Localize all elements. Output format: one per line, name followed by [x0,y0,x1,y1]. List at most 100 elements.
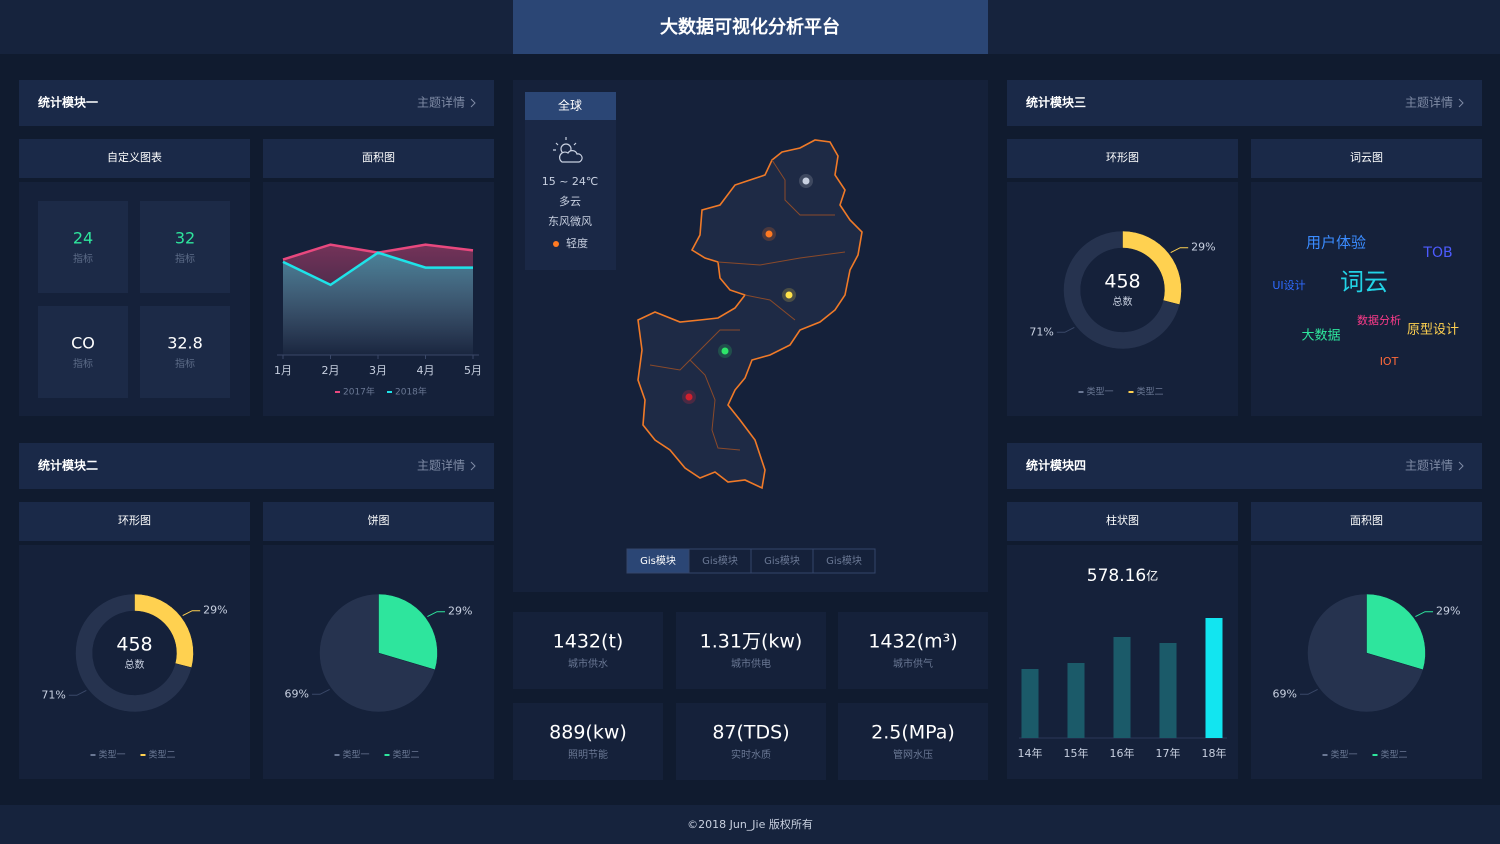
legend-label: 类型一 [343,749,370,761]
module-header [1007,80,1482,126]
center-label: 总数 [1113,295,1133,308]
slice [1063,230,1180,350]
module-header [19,80,494,126]
gis-tab[interactable] [812,548,876,574]
panel-title: 环形图 [118,514,151,527]
word: 用户体验 [1306,234,1366,252]
panel-header [263,139,494,178]
map-dot [721,347,729,355]
module-link[interactable]: 主题详情 [1405,458,1453,473]
indicator-value: 32.8 [167,334,203,353]
map-dot [802,177,810,185]
gis-tab[interactable] [750,548,814,574]
word: 原型设计 [1407,323,1459,338]
panel-header [1251,139,1482,178]
chevron [470,98,476,108]
weather-temp: 15 ~ 24℃ [542,175,599,188]
map-dot [785,291,793,299]
stat-value: 1.31万(kw) [700,631,803,653]
stat-value: 87(TDS) [712,722,789,744]
weather-sky: 多云 [559,194,581,208]
panel-header [19,139,250,178]
slice-label: 29% [448,605,472,618]
x-tick-label: 17年 [1156,746,1181,760]
indicator-label: 指标 [175,357,195,370]
stat-box [838,612,988,689]
slice-label: 71% [41,688,65,701]
module-title: 统计模块四 [1026,458,1086,473]
legend-label: 类型二 [1381,749,1408,761]
legend-label: 类型二 [1137,386,1164,398]
slice [1366,593,1426,671]
stat-label: 城市供电 [731,657,771,670]
module-link[interactable]: 主题详情 [417,458,465,473]
legend-label: 类型一 [1331,749,1358,761]
bar [1021,669,1039,738]
slice [1307,593,1424,713]
module-link[interactable]: 主题详情 [1405,95,1453,110]
module-link[interactable]: 主题详情 [417,95,465,110]
weather-box [525,92,616,270]
indicator-box [140,201,230,293]
stat-label: 管网水压 [893,748,933,761]
stat-value: 1432(t) [553,631,624,653]
area-line [282,251,473,287]
slice-label: 69% [285,687,309,700]
panel-header [1007,139,1238,178]
weather-icon [553,137,583,163]
x-tick-label: 16年 [1110,746,1135,760]
legend-label: 类型一 [99,749,126,761]
x-tick-label: 15年 [1064,746,1089,760]
panel-header [1251,502,1482,541]
stat-label: 城市供水 [568,657,608,670]
stat-box [676,703,826,780]
leader-line [311,689,330,695]
footer-bar [0,805,1500,844]
stat-value: 889(kw) [549,722,627,744]
gis-tab[interactable] [688,548,752,574]
panel-body [1251,182,1482,416]
legend-label: 类型二 [149,749,176,761]
panel-body [19,545,250,779]
panel-title: 饼图 [368,513,390,527]
indicator-value: CO [71,334,95,353]
bar [1159,643,1177,738]
panel-header [19,502,250,541]
chevron [1458,98,1464,108]
air-dot [553,241,559,247]
panel-title: 自定义图表 [107,150,162,164]
gis-tab[interactable] [626,548,690,574]
panel-title: 面积图 [362,151,395,164]
chevron [470,461,476,471]
module-header [1007,443,1482,489]
gis-tab-label[interactable]: Gis模块 [640,555,676,567]
panel-header [1007,502,1238,541]
center-label: 总数 [125,658,145,671]
bar [1113,637,1131,738]
gis-tab-label[interactable]: Gis模块 [764,555,800,567]
total-unit: 亿 [1146,568,1158,583]
area-fill [283,252,473,355]
map-outline [637,139,863,490]
legend-label: 类型二 [393,749,420,761]
indicator-value: 32 [175,229,195,248]
slice [134,593,194,668]
leader-line [1300,689,1318,695]
x-tick-label: 14年 [1018,746,1043,760]
map [637,139,863,490]
x-tick-label: 4月 [417,364,435,377]
indicator-box [38,201,128,293]
gis-tab-label[interactable]: Gis模块 [702,555,738,567]
x-tick-label: 2月 [322,364,340,377]
indicator-label: 指标 [73,252,93,265]
chevron [1458,461,1464,471]
stat-box [513,703,663,780]
gis-tab-label[interactable]: Gis模块 [826,555,862,567]
word: UI设计 [1272,279,1305,292]
bar [1205,618,1223,738]
slice [378,593,438,671]
x-tick-label: 1月 [274,364,292,377]
center-value: 458 [1104,271,1140,293]
